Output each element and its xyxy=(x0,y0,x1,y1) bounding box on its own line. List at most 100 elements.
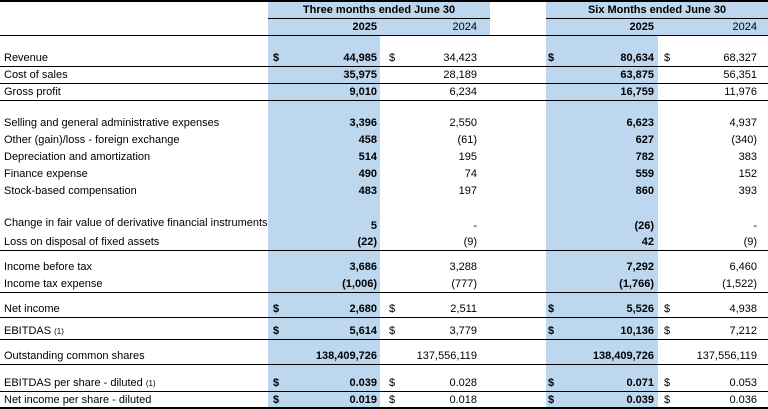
value-cell: 4,937 xyxy=(729,117,758,129)
spacer-cell xyxy=(546,317,563,323)
spacer-cell xyxy=(396,365,490,375)
dollar-sign-cell xyxy=(658,183,674,200)
gap-cell xyxy=(490,83,547,101)
spacer-cell xyxy=(562,292,659,301)
dollar-sign-cell xyxy=(380,259,396,276)
dollar-sign-cell: $ xyxy=(380,300,396,318)
dollar-sign-cell xyxy=(380,83,396,101)
dollar-sign-cell xyxy=(546,83,563,101)
dollar-sign-cell xyxy=(268,258,284,276)
years-header-row: 2025 2024 2025 2024 xyxy=(0,18,768,36)
row-label: Net income xyxy=(0,300,268,318)
dollar-sign-cell xyxy=(380,166,396,183)
spacer-cell xyxy=(0,251,268,259)
dollar-sign-cell xyxy=(546,66,563,84)
table-row: Income before tax 3,686 3,288 7,292 6,460 xyxy=(0,258,768,276)
value-cell: 152 xyxy=(738,168,758,180)
spacer-cell xyxy=(284,100,380,115)
dollar-sign-cell: $ xyxy=(380,322,396,340)
value-cell: 2,511 xyxy=(396,300,491,318)
value-cell: 137,556,119 xyxy=(674,347,768,365)
dollar-sign-cell: $ xyxy=(546,322,563,340)
spacer-cell xyxy=(396,340,490,348)
dollar-sign-cell xyxy=(380,183,396,200)
spacer-row xyxy=(0,250,768,259)
dollar-sign-cell: $ xyxy=(546,374,563,392)
dollar-sign-cell xyxy=(268,275,284,293)
period-header-six-months: Six Months ended June 30 xyxy=(546,1,768,19)
value-cell: (61) xyxy=(457,134,478,146)
spacer-cell xyxy=(396,101,490,115)
table-row: Other (gain)/loss - foreign exchange 458 (… xyxy=(0,131,768,149)
gap-cell xyxy=(490,200,546,234)
dollar-sign-cell xyxy=(546,233,563,251)
spacer-cell xyxy=(562,35,659,50)
spacer-cell xyxy=(284,292,380,301)
spacer-cell xyxy=(674,365,768,375)
spacer-cell xyxy=(284,339,380,348)
dollar-sign-cell: $ xyxy=(268,391,284,409)
corner-blank-cell xyxy=(0,1,268,19)
row-label-text: Income tax expense xyxy=(4,277,103,290)
row-label-text: Net income per share - diluted xyxy=(4,393,152,406)
spacer-cell xyxy=(284,35,380,50)
row-label-text: EBITDAS per share - diluted xyxy=(4,376,143,389)
spacer-cell xyxy=(268,317,284,323)
blank-cell xyxy=(546,18,563,36)
dollar-sign-cell xyxy=(380,149,396,166)
dollar-sign-cell xyxy=(268,233,284,251)
row-label-text: Selling and general administrative expen… xyxy=(4,117,220,129)
dollar-sign-cell: $ xyxy=(268,374,284,392)
table-body: Revenue $44,985 $34,423 $80,634 $68,327 Cost … xyxy=(0,35,768,409)
row-label: Income before tax xyxy=(0,259,268,276)
spacer-cell xyxy=(658,340,674,348)
year-header-2024: 2024 xyxy=(674,18,768,36)
value-cell: 42 xyxy=(562,233,659,251)
value-cell: 28,189 xyxy=(396,66,491,84)
gap-cell xyxy=(490,183,546,200)
spacer-cell xyxy=(490,36,546,50)
row-label: Loss on disposal of fixed assets xyxy=(0,233,268,251)
spacer-cell xyxy=(380,293,396,301)
dollar-sign-cell xyxy=(658,83,675,101)
value-cell: (340) xyxy=(731,134,758,146)
spacer-row xyxy=(0,100,768,115)
dollar-sign-cell xyxy=(658,66,675,84)
dollar-sign-cell xyxy=(546,258,563,276)
year-header-2025: 2025 xyxy=(562,18,659,36)
spacer-cell xyxy=(396,36,490,50)
dollar-sign-cell: $ xyxy=(664,393,671,406)
table-row: Change in fair value of derivative finan… xyxy=(0,199,768,234)
spacer-cell xyxy=(268,364,284,375)
value-cell: 483 xyxy=(284,182,380,200)
spacer-cell xyxy=(0,365,268,375)
dollar-sign-cell: $ xyxy=(380,49,396,67)
dollar-sign-cell: $ xyxy=(380,374,396,392)
row-label-text: Income before tax xyxy=(4,261,93,273)
gap-cell xyxy=(490,392,546,409)
value-cell: 138,409,726 xyxy=(284,347,380,365)
spacer-row xyxy=(0,35,768,50)
value-cell: (22) xyxy=(284,233,380,251)
spacer-cell xyxy=(658,101,674,115)
table-row: EBITDAS (1) $5,614 $3,779 $10,136 $7,212 xyxy=(0,322,768,340)
value-cell: (26) xyxy=(562,199,659,234)
gap-cell xyxy=(490,18,547,36)
value-cell: 0.039 xyxy=(562,391,659,409)
row-label-text: Depreciation and amortization xyxy=(4,151,151,163)
dollar-sign-cell xyxy=(546,347,563,365)
row-label: Outstanding common shares xyxy=(0,347,268,365)
value-cell: 7,292 xyxy=(562,258,659,276)
table-row: Cost of sales 35,975 28,189 63,875 56,351 xyxy=(0,66,768,84)
gap-cell xyxy=(490,115,546,132)
row-label: Selling and general administrative expen… xyxy=(0,115,268,132)
blank-cell xyxy=(380,18,396,36)
row-label: Other (gain)/loss - foreign exchange xyxy=(0,132,268,149)
spacer-cell xyxy=(562,250,659,259)
gap-cell xyxy=(490,300,547,318)
value-cell: (9) xyxy=(674,233,768,251)
value-cell: 393 xyxy=(738,185,758,197)
value-cell: 35,975 xyxy=(284,66,380,84)
table-row: Net income per share - diluted $0.019 $0.0… xyxy=(0,391,768,409)
value-cell: 5,614 xyxy=(284,322,380,340)
